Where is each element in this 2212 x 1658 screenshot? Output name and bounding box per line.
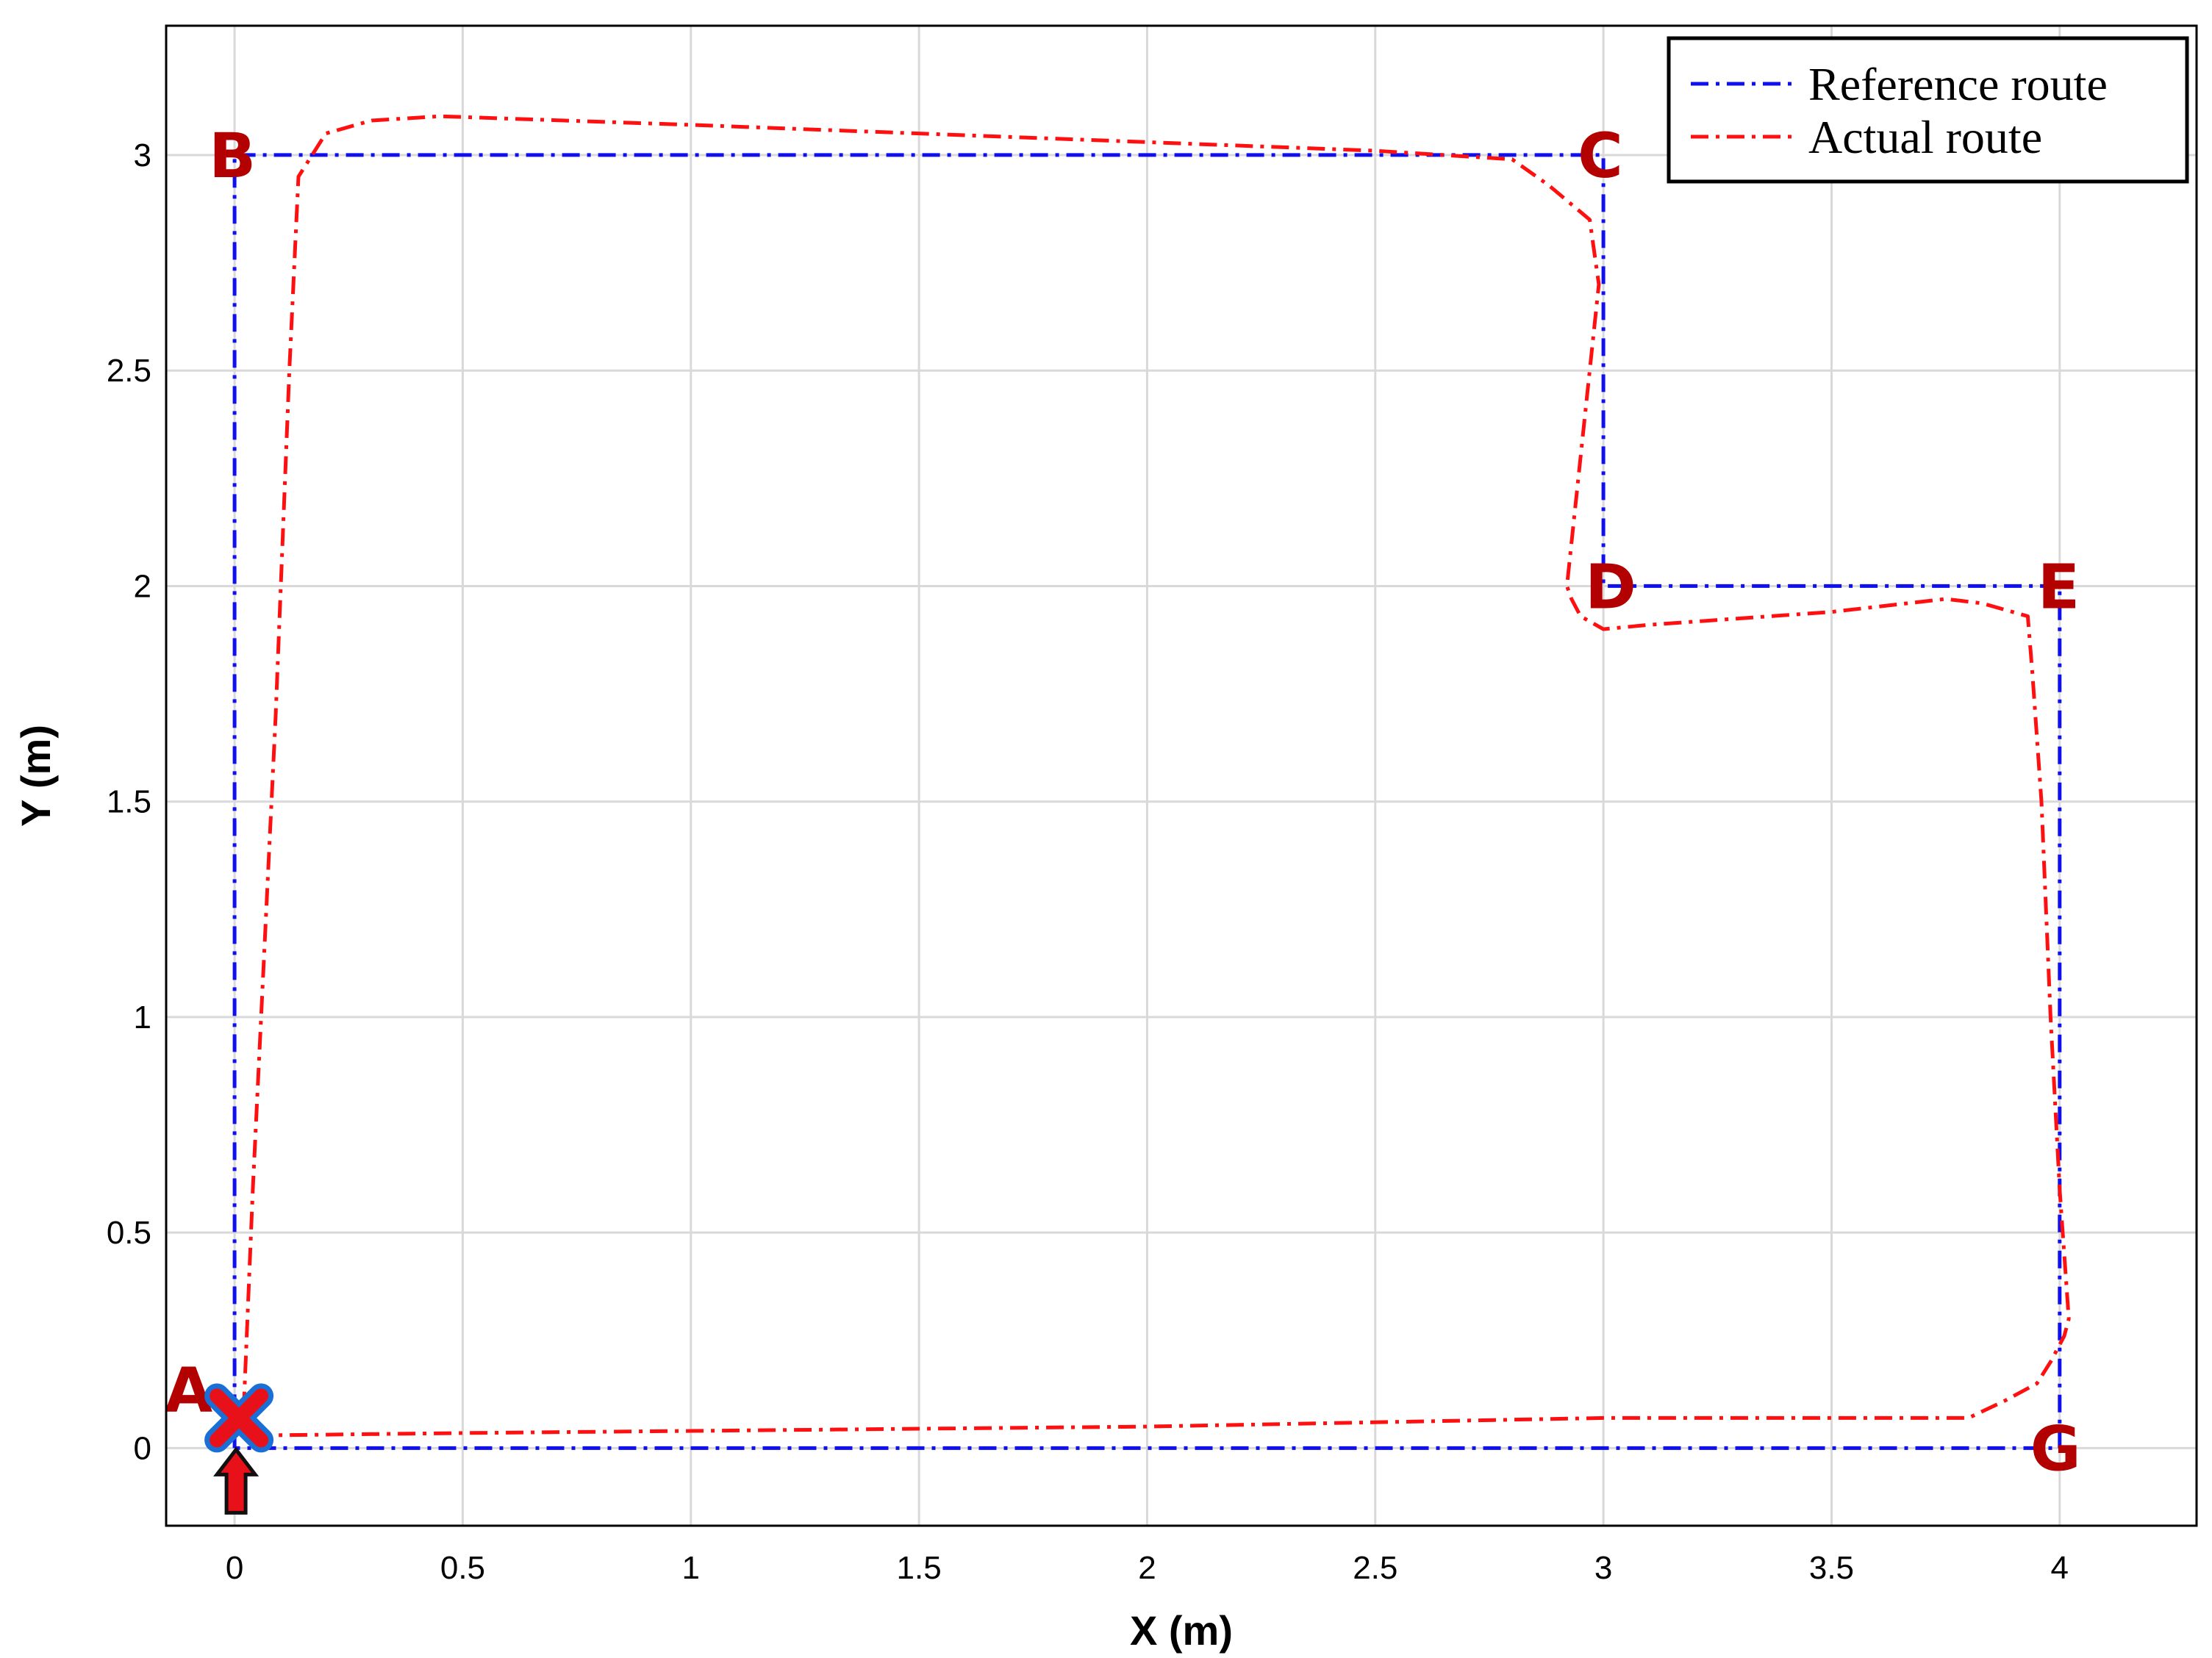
x-tick-label: 0.5 [440, 1550, 485, 1586]
point-labels: A B C D E G [165, 120, 2081, 1485]
x-tick-label: 1.5 [897, 1550, 942, 1586]
point-label-c: C [1578, 120, 1623, 192]
grid-lines [166, 26, 2197, 1526]
point-label-a: A [165, 1354, 212, 1426]
y-tick-label: 1 [134, 1000, 151, 1036]
x-tick-label: 2.5 [1353, 1550, 1397, 1586]
x-tick-label: 3.5 [1809, 1550, 1854, 1586]
y-tick-label: 2.5 [107, 353, 151, 389]
plot-area-frame [165, 24, 2198, 1527]
x-tick-label: 4 [2051, 1550, 2069, 1586]
x-tick-label: 0 [226, 1550, 243, 1586]
series-line-reference-route [232, 153, 2062, 1450]
heading-arrow-icon [213, 1446, 260, 1515]
y-tick-label: 1.5 [107, 784, 151, 820]
y-tick-label: 0.5 [107, 1215, 151, 1251]
y-tick-labels: 0 0.5 1 1.5 2 2.5 3 [107, 137, 151, 1466]
point-label-b: B [209, 120, 256, 192]
x-tick-label: 2 [1138, 1550, 1156, 1586]
x-tick-labels: 0 0.5 1 1.5 2 2.5 3 3.5 4 [226, 1550, 2069, 1586]
x-tick-label: 1 [682, 1550, 700, 1586]
legend-entry: Reference route [1808, 58, 2108, 110]
point-label-d: D [1585, 550, 1636, 622]
y-axis-label: Y (m) [12, 725, 59, 827]
series-layer [232, 114, 2071, 1450]
point-label-e: E [2038, 550, 2080, 622]
x-axis-label: X (m) [1130, 1607, 1233, 1654]
y-tick-label: 0 [134, 1430, 151, 1466]
y-tick-label: 3 [134, 137, 151, 173]
y-tick-label: 2 [134, 568, 151, 604]
legend-box [1667, 36, 2189, 184]
start-marker [204, 1383, 274, 1515]
start-cross-icon [204, 1383, 274, 1453]
x-tick-label: 3 [1594, 1550, 1612, 1586]
legend-entry: Actual route [1808, 111, 2042, 163]
point-label-g: G [2030, 1413, 2081, 1485]
